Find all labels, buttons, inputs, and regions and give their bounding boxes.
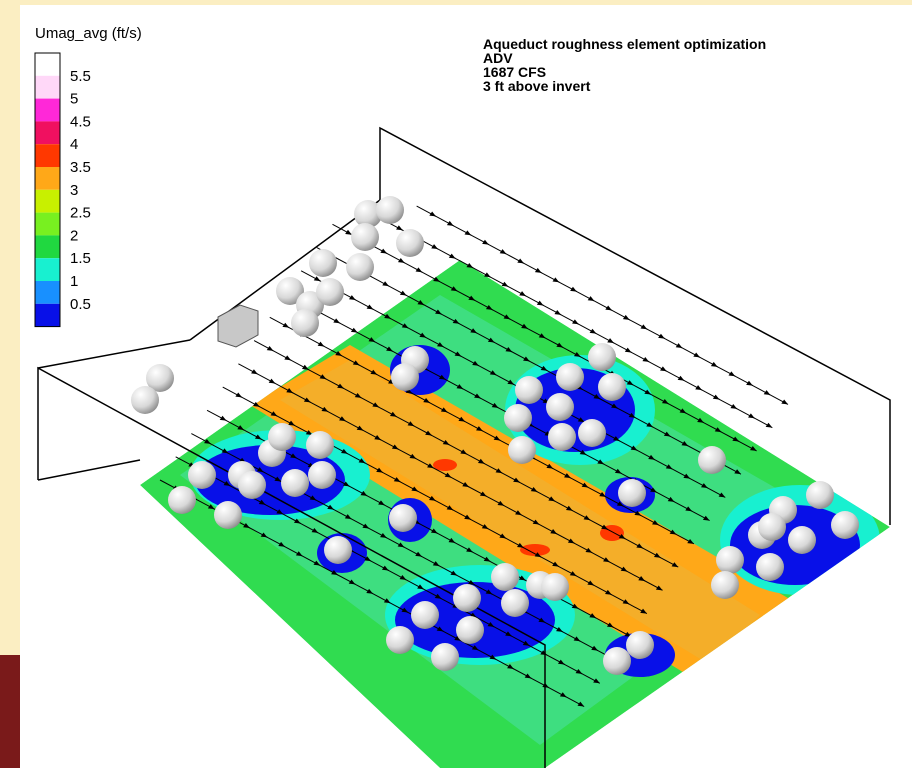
sphere [291,309,319,337]
sphere [598,373,626,401]
swatch [35,258,60,281]
block [218,305,258,347]
sphere [806,481,834,509]
sphere [618,479,646,507]
sphere [603,647,631,675]
sphere [431,643,459,671]
sphere [788,526,816,554]
legend-label: 3.5 [70,159,91,176]
sphere [351,223,379,251]
swatch [35,76,60,99]
legend-label: 5 [70,91,78,108]
swatch [35,190,60,213]
swatch [35,99,60,122]
swatch [35,213,60,236]
sphere [515,376,543,404]
legend-label: 5.5 [70,68,91,85]
sphere [281,469,309,497]
legend: 5.5 5 4.5 4 3.5 3 2.5 2 1.5 1 0.5 [35,53,91,327]
sphere [548,423,576,451]
sphere [316,278,344,306]
plot: Umag_avg (ft/s) 5.554.543.532.521.510.5 … [20,5,912,768]
sphere [501,589,529,617]
sphere [168,486,196,514]
sphere [188,461,216,489]
sphere [214,501,242,529]
sphere [626,631,654,659]
sphere [758,513,786,541]
legend-label: 2.5 [70,205,91,222]
sphere [453,584,481,612]
screen: Umag_avg (ft/s) 5.554.543.532.521.510.5 … [0,0,912,768]
sphere [306,431,334,459]
side-strip [0,655,20,768]
sphere [698,446,726,474]
sphere [504,404,532,432]
vector-head [766,423,773,428]
sphere [308,461,336,489]
swatch [35,144,60,167]
sphere [389,504,417,532]
sphere [508,436,536,464]
sphere [491,563,519,591]
legend-label: 4.5 [70,113,91,130]
sphere [238,471,266,499]
swatch [35,53,60,76]
sphere [386,626,414,654]
swatch [35,281,60,304]
swatch [35,121,60,144]
sphere [131,386,159,414]
sphere [578,419,606,447]
swatch [35,167,60,190]
sphere [711,571,739,599]
legend-label: 0.5 [70,296,91,313]
sphere [546,393,574,421]
sphere [391,363,419,391]
sphere [716,546,744,574]
sphere [376,196,404,224]
annotation: Aqueduct roughness element optimization [483,36,766,52]
swatch [35,304,60,327]
sphere [588,343,616,371]
sphere [268,423,296,451]
vector-head [781,400,788,405]
legend-label: 1 [70,273,78,290]
sphere [309,249,337,277]
legend-label: 4 [70,136,78,153]
legend-title: Umag_avg (ft/s) [35,25,142,42]
sphere [411,601,439,629]
sphere [346,253,374,281]
legend-label: 2 [70,227,78,244]
legend-label: 3 [70,182,78,199]
sphere [556,363,584,391]
annotation: 3 ft above invert [483,78,591,94]
legend-label: 1.5 [70,250,91,267]
sphere [324,536,352,564]
sphere [396,229,424,257]
sphere [456,616,484,644]
sphere [541,573,569,601]
sphere [831,511,859,539]
swatch [35,235,60,258]
sphere [756,553,784,581]
